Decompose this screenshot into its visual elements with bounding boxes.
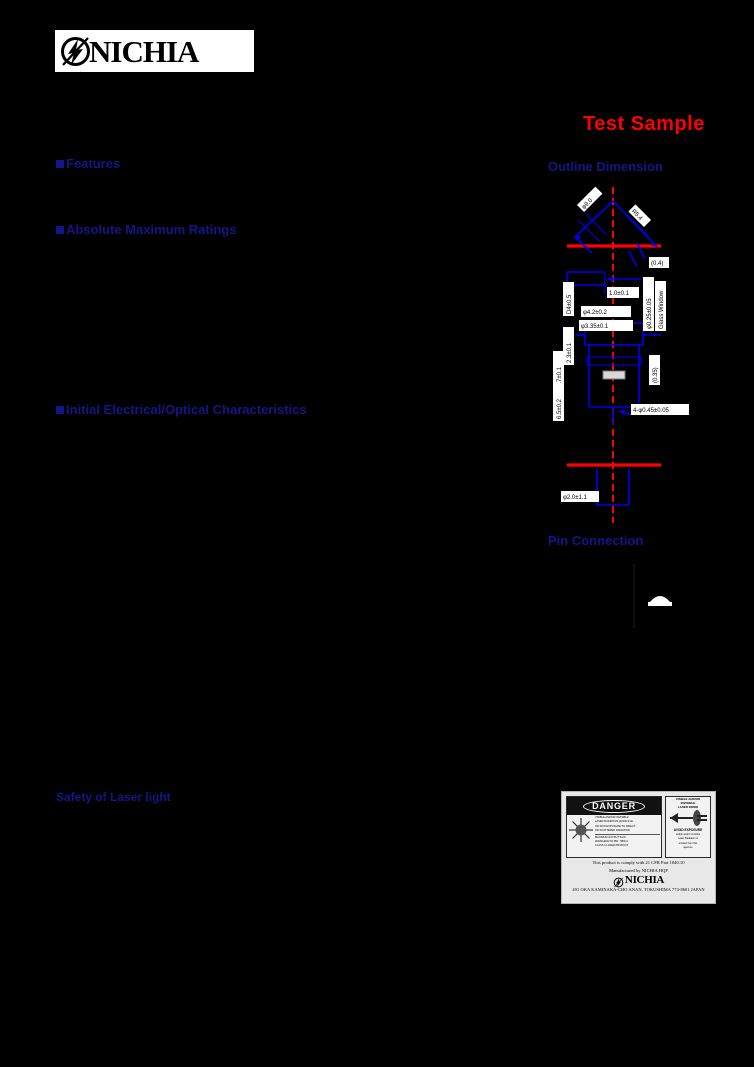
laser-warning-label: DANGER <box>561 791 716 904</box>
square-bullet-icon <box>56 160 64 168</box>
dim-label-d-4: D4±0.5 <box>567 294 573 314</box>
dim-label-2-3: 2.3±0.1 <box>567 342 573 363</box>
warning-panels: DANGER <box>566 796 711 858</box>
dim-label-dia-0-25: φ0.25±0.05 <box>647 298 653 329</box>
dim-label-dia-4-2: φ4.2±0.2 <box>583 310 608 316</box>
dim-label-0-4: (0.4) <box>651 261 663 267</box>
nichia-logo: NICHIA <box>55 30 254 72</box>
section-heading-features: Features <box>56 156 120 171</box>
outline-dimension-drawing: .dl { stroke: #0000ee; stroke-width: 1.6… <box>545 175 695 525</box>
laser-diode-icon <box>667 809 709 827</box>
aperture-sub-3: emitted from this <box>678 841 698 845</box>
initial-characteristics-label: Initial Electrical/Optical Characteristi… <box>66 402 307 417</box>
nichia-wordmark: NICHIA <box>89 33 199 69</box>
laser-burst-icon <box>568 816 594 856</box>
section-heading-outline-dimension: Outline Dimension <box>548 159 663 174</box>
absolute-max-label: Absolute Maximum Ratings <box>66 222 237 237</box>
danger-word: DANGER <box>583 799 645 813</box>
nichia-lightning-icon <box>59 35 92 68</box>
section-heading-pin-connection: Pin Connection <box>548 533 644 548</box>
dim-label-dia-3-35: φ3.35±0.1 <box>581 324 609 330</box>
dim-label-0-35: (0.35) <box>653 367 659 383</box>
nichia-lightning-icon <box>613 875 624 888</box>
features-label: Features <box>66 156 121 171</box>
section-heading-initial-characteristics: Initial Electrical/Optical Characteristi… <box>56 402 307 417</box>
danger-panel: DANGER <box>566 796 662 858</box>
aperture-sub-1: visible and/or invisible <box>675 833 701 837</box>
aperture-sub-4: aperture <box>683 845 693 849</box>
aperture-sub-2: Laser Radiation is <box>677 837 698 841</box>
dim-label-dia-2-0: φ2.0±1.1 <box>563 495 588 501</box>
compliance-line: This product is comply with 21 CFR Part … <box>592 860 685 865</box>
label-brand: NICHIA <box>566 874 711 888</box>
square-bullet-icon <box>56 226 64 234</box>
danger-line-6: WAVELENGTH 380 - 580nm <box>595 840 629 844</box>
danger-line-5: MAXIMUM OUTPUT 5mW <box>595 835 626 839</box>
aperture-title-3: LASER DIODE <box>677 804 699 809</box>
dim-label-1-7: 1.7±0.1 <box>557 366 563 387</box>
label-wordmark: NICHIA <box>624 874 665 886</box>
divider <box>595 833 660 835</box>
dim-label-glass-window: Glass Window <box>659 290 665 329</box>
dim-label-6-5: 6.5±0.2 <box>557 398 563 419</box>
square-bullet-icon <box>56 406 64 414</box>
aperture-panel: VISIBLE AND/OR INVISIBLE LASER DIODE AVO… <box>665 796 711 858</box>
test-sample-stamp: Test Sample <box>583 113 705 135</box>
avoid-exposure-text: AVOID EXPOSURE <box>673 828 703 833</box>
danger-text-block: VISIBLE AND/OR INVISIBLE LASER RADIATION… <box>594 816 660 856</box>
danger-banner: DANGER <box>567 797 661 815</box>
danger-line-2: LASER RADIATION-AVOID EYE <box>595 820 633 824</box>
dim-label-1-0: 1.0±0.1 <box>609 291 630 297</box>
section-heading-safety: Safety of Laser light <box>56 790 171 804</box>
danger-line-3: OR SKIN EXPOSURE TO DIRECT <box>595 824 636 828</box>
danger-line-7: CLASS b LASER PRODUCT <box>595 844 629 848</box>
company-address: 491 OKA KAMINAKA-CHO ANAN, TOKUSHIMA 774… <box>572 887 705 892</box>
pin-connection-diagram <box>578 558 693 633</box>
danger-line-4: OR SCATTERED RADIATION <box>595 829 630 833</box>
dim-label-four-holes: 4-φ0.45±0.05 <box>633 408 670 414</box>
danger-line-1: VISIBLE AND/OR INVISIBLE <box>595 816 629 819</box>
manufacturer-line: Manufactured by NICHIA HQP <box>609 868 668 873</box>
aperture-title-1: VISIBLE AND/OR <box>675 797 701 801</box>
aperture-title-2: INVISIBLE <box>680 800 696 805</box>
section-heading-absolute-maximum-ratings: Absolute Maximum Ratings <box>56 222 236 237</box>
